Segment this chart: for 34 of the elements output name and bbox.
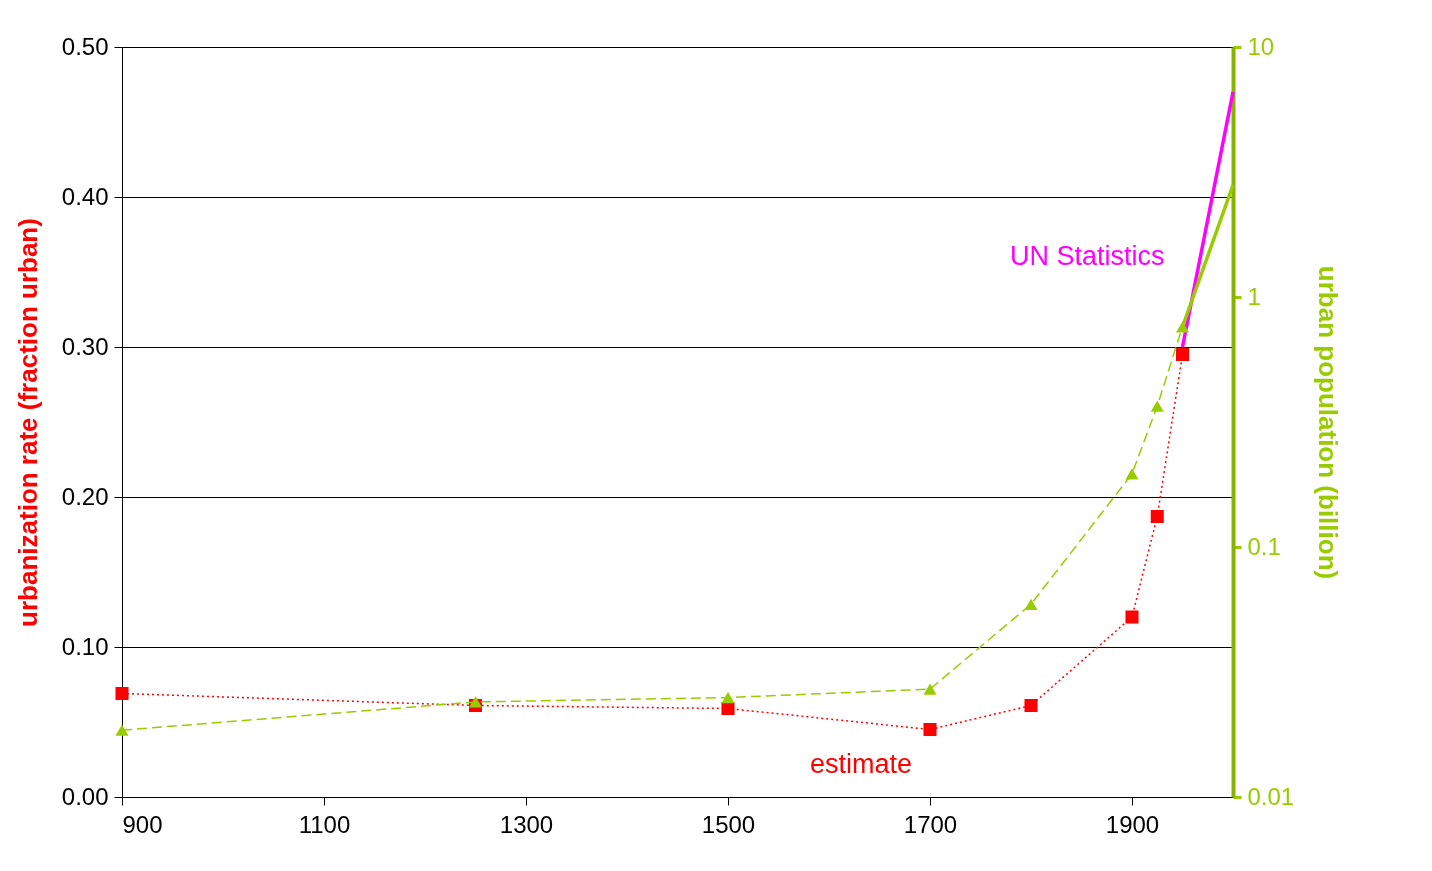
y2-tick-label: 0.1 bbox=[1247, 532, 1281, 560]
point bbox=[1024, 698, 1038, 713]
x-tick-label: 900 bbox=[122, 810, 163, 838]
x-tick-label: 1900 bbox=[1105, 810, 1160, 838]
point bbox=[115, 686, 129, 701]
y-axis-title: urbanization rate (fraction urban) bbox=[12, 218, 43, 627]
y-tick-label: 0.10 bbox=[61, 632, 109, 660]
x-tick-label: 1300 bbox=[499, 810, 554, 838]
point bbox=[721, 691, 735, 704]
x-tick-label: 1500 bbox=[701, 810, 756, 838]
point bbox=[115, 724, 129, 736]
point bbox=[1150, 400, 1164, 412]
point bbox=[1125, 610, 1139, 624]
point bbox=[721, 701, 735, 716]
y-tick-label: 0.30 bbox=[61, 332, 109, 360]
point bbox=[1150, 509, 1164, 524]
x-tick-label: 1700 bbox=[903, 810, 958, 838]
y2-tick-label: 0.01 bbox=[1247, 782, 1295, 810]
point bbox=[1125, 468, 1139, 480]
y2-axis-title: urban population (billion) bbox=[1313, 265, 1344, 580]
point bbox=[923, 722, 937, 737]
series-label: estimate bbox=[809, 748, 912, 779]
y-tick-label: 0.40 bbox=[61, 182, 109, 210]
y2-tick-label: 1 bbox=[1247, 282, 1261, 310]
y-tick-label: 0.00 bbox=[61, 782, 109, 810]
point bbox=[1024, 598, 1038, 610]
point bbox=[468, 696, 483, 708]
y2-tick-label: 10 bbox=[1247, 32, 1275, 60]
point bbox=[923, 683, 937, 695]
x-tick-label: 1100 bbox=[298, 810, 351, 838]
point bbox=[1175, 347, 1190, 362]
series-label: UN Statistics bbox=[1009, 241, 1165, 271]
y-tick-label: 0.50 bbox=[61, 32, 109, 60]
y-tick-label: 0.20 bbox=[61, 482, 109, 510]
